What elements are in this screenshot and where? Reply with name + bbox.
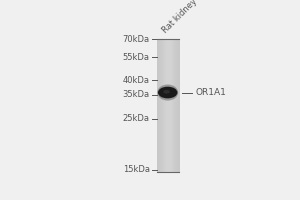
Text: Rat kidney: Rat kidney xyxy=(160,0,198,35)
Text: OR1A1: OR1A1 xyxy=(196,88,226,97)
Text: 25kDa: 25kDa xyxy=(123,114,150,123)
Ellipse shape xyxy=(157,84,178,101)
Ellipse shape xyxy=(163,90,170,94)
Text: 35kDa: 35kDa xyxy=(123,90,150,99)
Text: 15kDa: 15kDa xyxy=(123,165,150,174)
Text: 55kDa: 55kDa xyxy=(123,53,150,62)
Text: 40kDa: 40kDa xyxy=(123,76,150,85)
Ellipse shape xyxy=(158,87,177,98)
Text: 70kDa: 70kDa xyxy=(123,35,150,44)
